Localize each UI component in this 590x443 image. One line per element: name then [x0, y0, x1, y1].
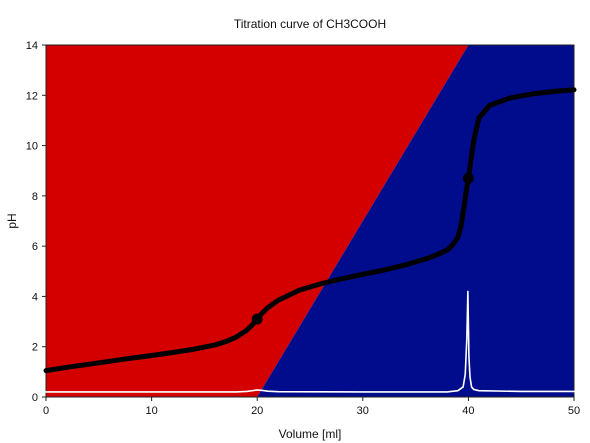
y-tick-label: 10 [26, 141, 38, 153]
plot-frame [45, 44, 575, 398]
x-tick-label: 20 [251, 405, 263, 417]
marker-layer [251, 172, 474, 325]
y-tick-label: 6 [32, 241, 38, 253]
derivative-curve-line [45, 290, 575, 393]
x-tick-label: 10 [145, 405, 157, 417]
y-tick-label: 12 [26, 90, 38, 102]
equivalence-point-marker [251, 313, 263, 325]
y-tick-label: 2 [32, 342, 38, 354]
base-region [257, 45, 574, 397]
chart-title: Titration curve of CH3COOH [234, 17, 386, 31]
x-tick-label: 40 [462, 405, 474, 417]
y-axis: 0 2 4 6 8 10 12 14 [26, 40, 46, 404]
x-axis-title: Volume [ml] [279, 427, 342, 441]
x-tick-label: 0 [43, 405, 49, 417]
x-axis: 0 10 20 30 40 50 [43, 397, 580, 417]
x-tick-label: 50 [568, 405, 580, 417]
x-tick-label: 30 [357, 405, 369, 417]
plot-area [45, 44, 575, 398]
y-tick-label: 4 [32, 291, 38, 303]
y-axis-title: pH [5, 213, 19, 228]
y-tick-label: 8 [32, 191, 38, 203]
ph-curve-line [43, 87, 577, 374]
y-tick-label: 0 [32, 392, 38, 404]
series-layer [43, 87, 577, 393]
acid-region [46, 45, 469, 397]
equivalence-point-marker [462, 172, 474, 184]
y-tick-label: 14 [26, 40, 38, 52]
